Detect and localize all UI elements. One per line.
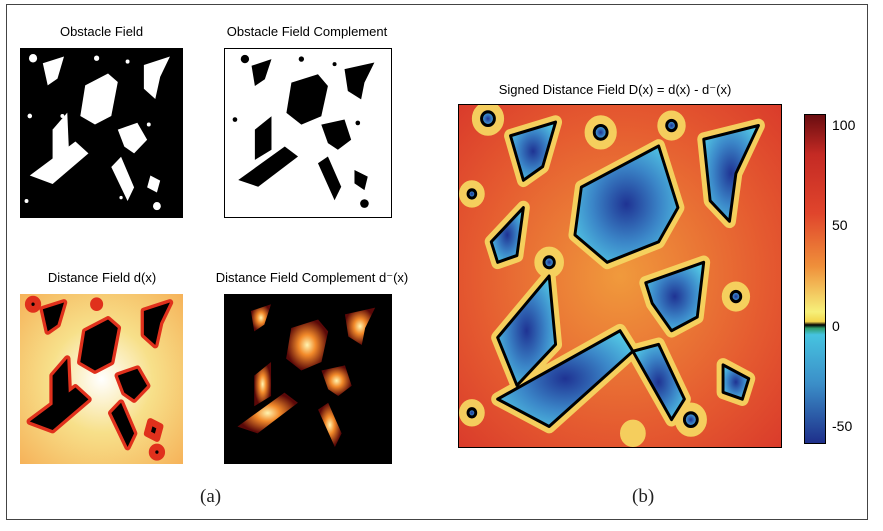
caption-a: (a) xyxy=(200,486,222,507)
colorbar-tick-50: 50 xyxy=(832,217,848,233)
distance-field-title: Distance Field d(x) xyxy=(47,270,157,285)
colorbar-tick-100: 100 xyxy=(832,117,856,133)
distance-complement-title: Distance Field Complement d⁻(x) xyxy=(215,270,409,285)
caption-b: (b) xyxy=(632,486,655,507)
colorbar xyxy=(804,114,826,444)
figure-frame xyxy=(6,4,868,520)
distance-complement-image xyxy=(224,294,392,464)
obstacle-field-image xyxy=(20,48,183,218)
obstacle-field-title: Obstacle Field xyxy=(59,24,144,39)
colorbar-tick-0: 0 xyxy=(832,318,840,334)
colorbar-tick-neg50: -50 xyxy=(832,418,853,434)
obstacle-complement-title: Obstacle Field Complement xyxy=(226,24,388,39)
signed-field-title: Signed Distance Field D(x) = d(x) - d⁻(x… xyxy=(498,82,732,97)
obstacle-complement-image xyxy=(224,48,392,218)
signed-distance-field-image xyxy=(458,104,782,448)
distance-field-image xyxy=(20,294,183,464)
